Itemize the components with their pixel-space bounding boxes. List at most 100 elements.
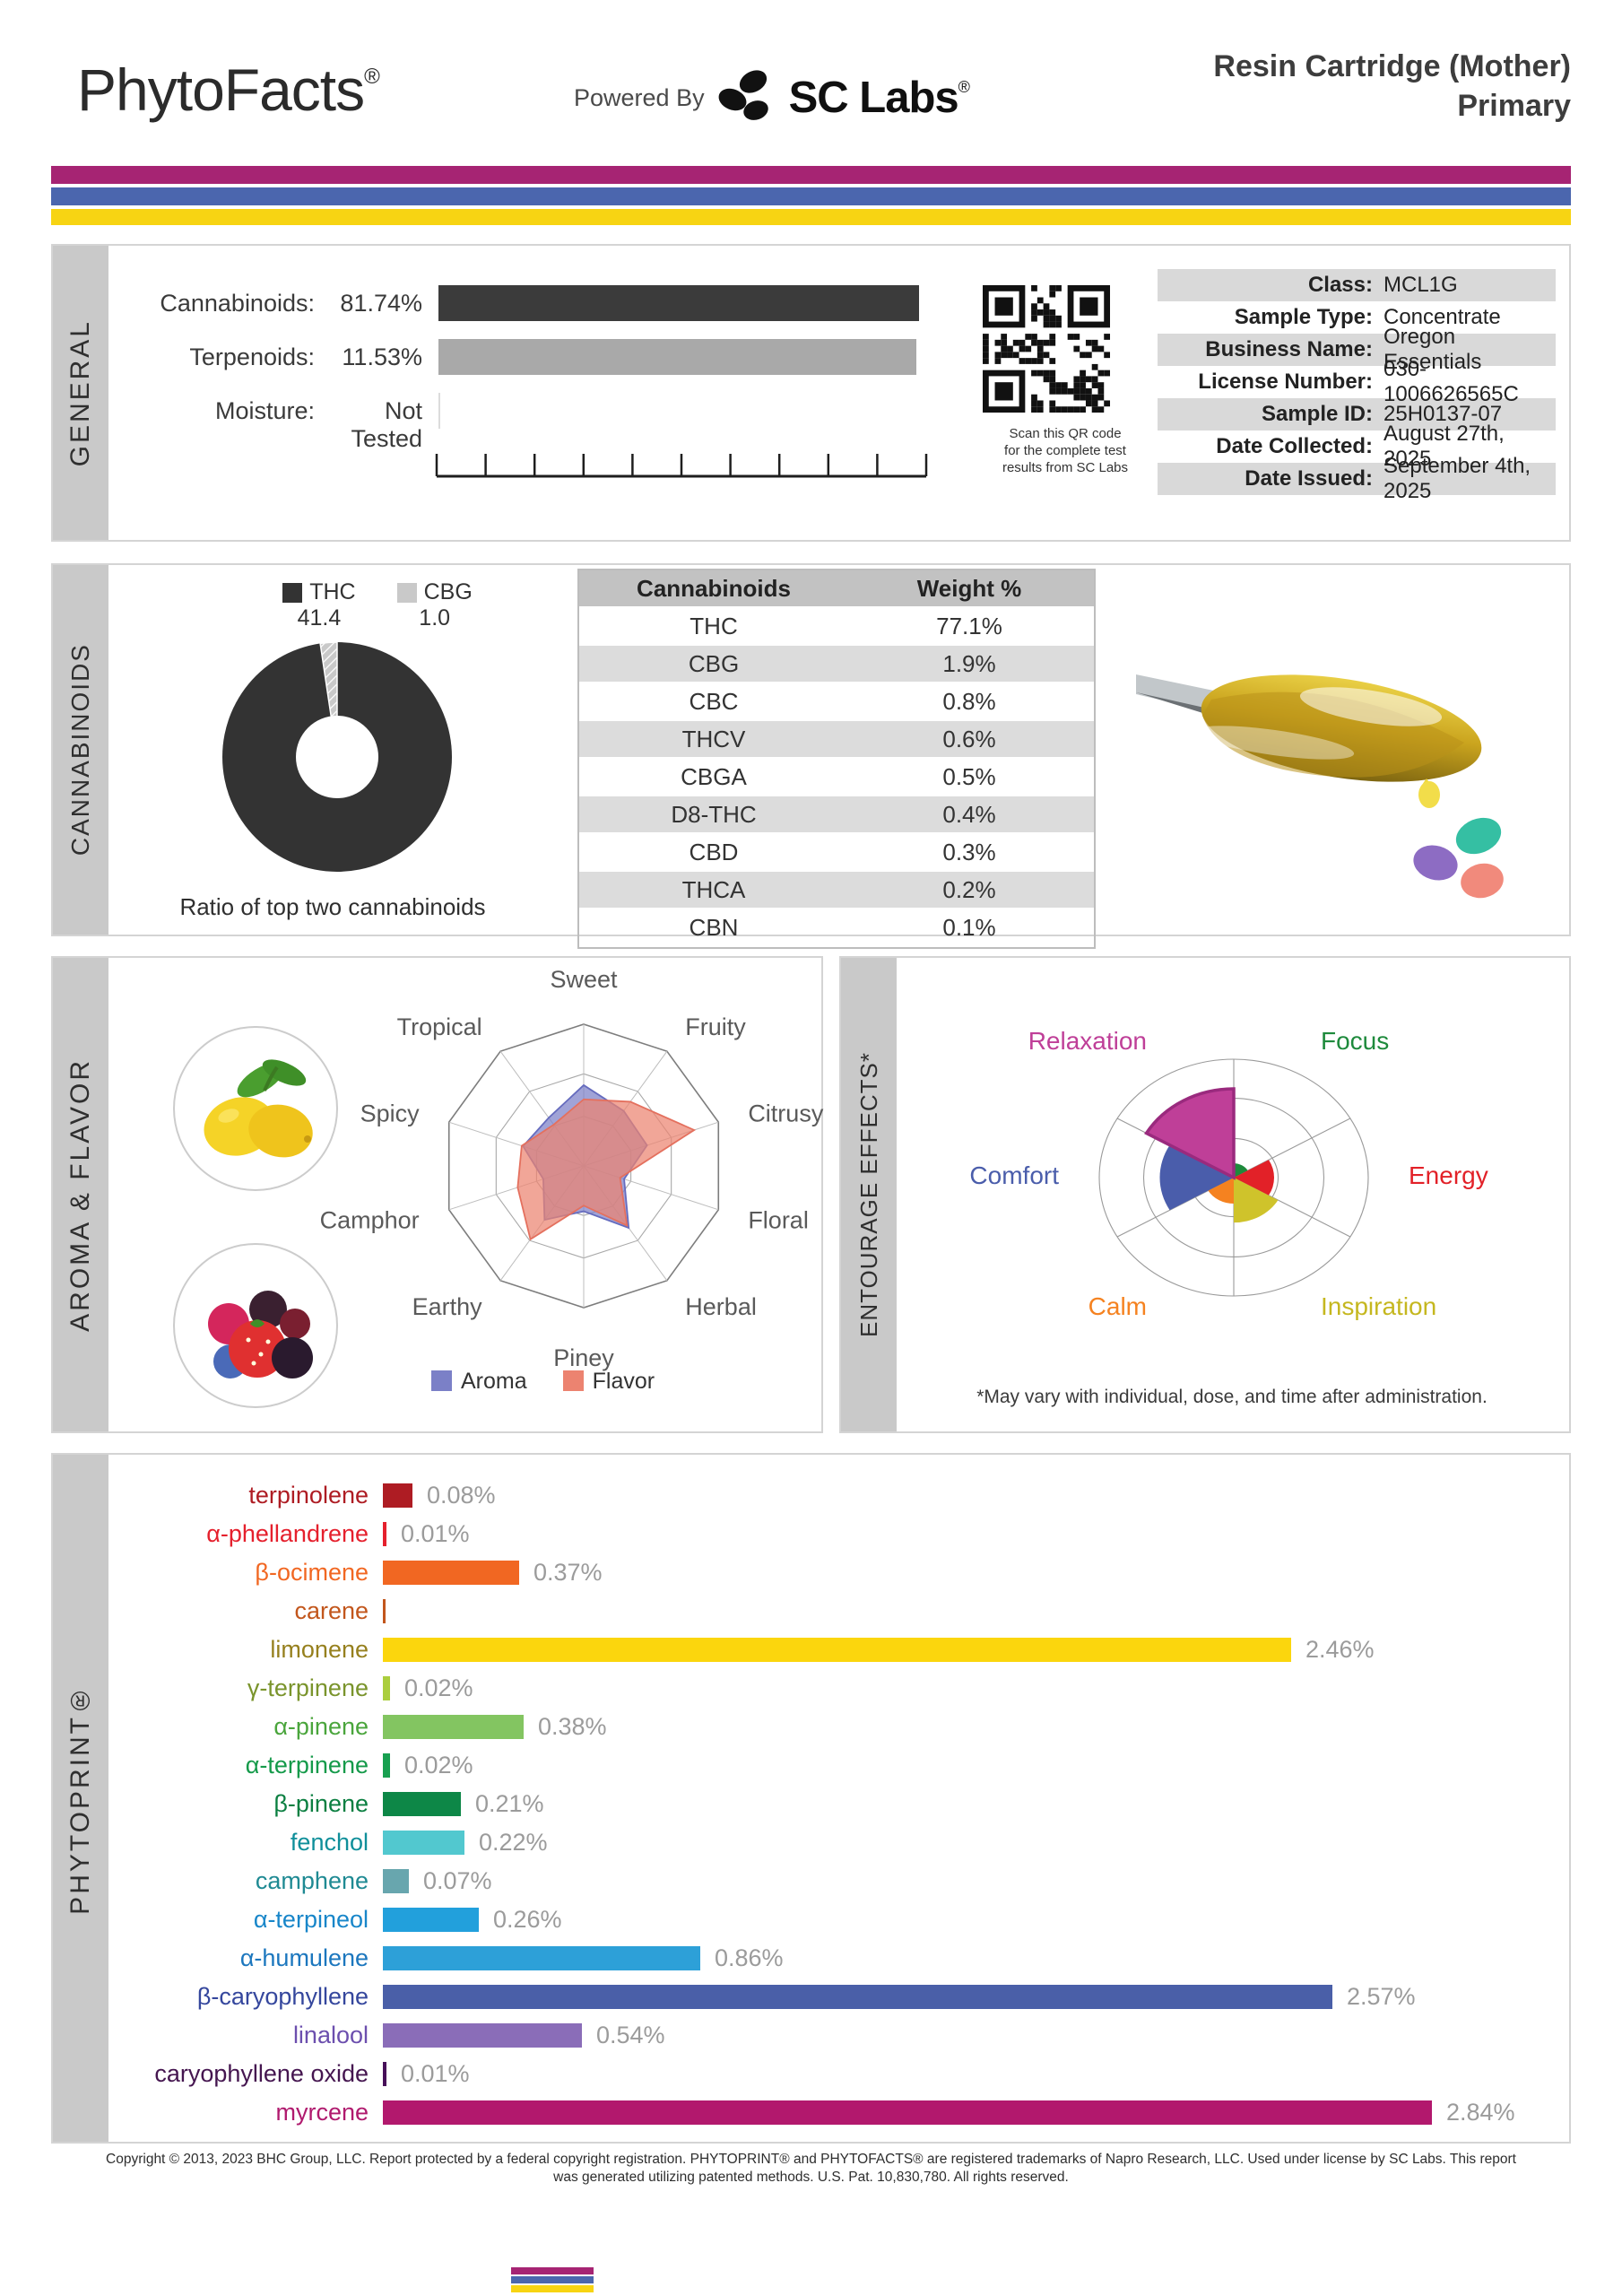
- cannabinoid-name: CBGA: [681, 762, 747, 790]
- donut-caption: Ratio of top two cannabinoids: [179, 893, 486, 920]
- brand-stripe: [51, 187, 1571, 205]
- terpene-label: linalool: [292, 2022, 369, 2048]
- radar-axis-label: Earthy: [412, 1293, 483, 1320]
- radar-axis-label: Fruity: [685, 1013, 746, 1040]
- lemon-image: [173, 1026, 338, 1191]
- cannabinoid-name: CBC: [689, 687, 739, 715]
- berries-image: [173, 1243, 338, 1408]
- terpene-label: caryophyllene oxide: [154, 2060, 369, 2087]
- cannabinoid-name: CBG: [688, 649, 740, 677]
- general-row: Moisture: Not Tested: [108, 393, 960, 452]
- terpene-row: β-ocimene 0.37%: [108, 1559, 1561, 1586]
- cannabinoid-row: THCA 0.2%: [579, 872, 1094, 909]
- terpene-row: terpinolene 0.08%: [108, 1482, 1561, 1509]
- footer-stripe: [511, 2276, 594, 2283]
- brand-text: PhytoFacts: [77, 57, 365, 123]
- donut-legend-value: 1.0: [419, 605, 451, 631]
- copyright-footer: Copyright © 2013, 2023 BHC Group, LLC. R…: [0, 2151, 1622, 2187]
- terpene-bar: [383, 1946, 700, 1970]
- terpene-row: linalool 0.54%: [108, 2022, 1561, 2048]
- terpene-row: camphene 0.07%: [108, 1867, 1561, 1894]
- general-section: GENERAL Cannabinoids: 81.74% Terpenoids: 11…: [51, 244, 1571, 542]
- aroma-flavor-section: AROMA & FLAVOR: [51, 956, 824, 1433]
- entourage-label: Inspiration: [1321, 1292, 1436, 1320]
- cannabinoids-table-header: Cannabinoids Weight %: [579, 570, 1094, 608]
- cannabinoid-name: CBD: [689, 838, 739, 865]
- cannabinoid-weight: 0.2%: [942, 875, 996, 903]
- radar-legend-name: Flavor: [592, 1369, 655, 1394]
- cannabinoid-row: THCV 0.6%: [579, 721, 1094, 759]
- info-row: Sample ID: 25H0137-07: [1158, 398, 1556, 430]
- terpene-bar: [383, 1676, 390, 1700]
- radar-axis-label: Sweet: [550, 966, 618, 993]
- cannabinoids-panel: THC 41.4 CBG 1.0 Ratio of top two cannabino…: [108, 565, 1569, 949]
- terpene-value: 2.84%: [1446, 2099, 1515, 2126]
- report-title: Resin Cartridge (Mother) Primary: [1213, 47, 1571, 126]
- terpene-bar: [383, 1908, 479, 1932]
- brand-color-stripes: [51, 166, 1571, 229]
- terpene-bar: [383, 1522, 386, 1546]
- product-photo: [1136, 674, 1504, 899]
- info-row-label: Date Collected:: [1216, 434, 1373, 458]
- info-row-label: License Number:: [1198, 370, 1373, 394]
- aroma-flavor-section-tab: AROMA & FLAVOR: [53, 958, 108, 1431]
- qr-caption-line: Scan this QR code: [1009, 426, 1122, 441]
- terpene-value: 0.54%: [596, 2022, 665, 2048]
- terpene-value: 0.38%: [538, 1713, 607, 1740]
- cannabinoid-weight: 77.1%: [936, 612, 1002, 639]
- cannabinoid-name: THCA: [681, 875, 746, 903]
- cannabinoids-section-tab: CANNABINOIDS: [53, 565, 108, 935]
- general-row: Cannabinoids: 81.74%: [108, 285, 960, 321]
- info-row-label: Class:: [1307, 273, 1373, 297]
- aroma-flavor-radar-chart: Sweet Fruity Citrusy Floral Herbal Piney Earth…: [320, 966, 824, 1371]
- terpene-value: 0.01%: [401, 1520, 470, 1547]
- entourage-label: Energy: [1409, 1161, 1488, 1189]
- info-row: Date Collected: August 27th, 2025: [1158, 422, 1556, 471]
- entourage-label: Calm: [1089, 1292, 1147, 1320]
- cannabinoid-row: D8-THC 0.4%: [579, 796, 1094, 834]
- sample-info-table: Class: MCL1G Sample Type: Concentrate Busine…: [1158, 269, 1556, 503]
- cannabinoid-ratio-donut: [222, 641, 452, 872]
- donut-legend-item: CBG 1.0: [396, 579, 473, 631]
- sc-labs-logo-icon: [718, 70, 768, 120]
- terpene-bar: [383, 1985, 1332, 2009]
- terpene-bar: [383, 1599, 386, 1623]
- terpene-value: 0.07%: [423, 1867, 492, 1894]
- terpene-row: β-caryophyllene 2.57%: [108, 1983, 1561, 2010]
- general-row-bar: [438, 339, 916, 375]
- terpene-label: α-terpineol: [253, 1906, 369, 1933]
- terpene-bar: [383, 1715, 524, 1739]
- info-row-label: Sample ID:: [1261, 402, 1373, 426]
- info-row: Date Issued: September 4th, 2025: [1158, 454, 1556, 503]
- footer-stripe: [511, 2267, 594, 2274]
- terpene-label: carene: [294, 1597, 369, 1624]
- general-panel: Cannabinoids: 81.74% Terpenoids: 11.53% Mois…: [108, 246, 1569, 540]
- general-row-value: Not Tested: [351, 397, 422, 452]
- cannabinoid-name: THC: [690, 612, 738, 639]
- terpene-label: α-terpinene: [245, 1752, 369, 1779]
- cannabinoid-weight: 0.1%: [942, 913, 996, 941]
- terpene-label: limonene: [270, 1636, 369, 1663]
- terpene-bar: [383, 1638, 1291, 1662]
- terpene-row: α-terpineol 0.26%: [108, 1906, 1561, 1933]
- general-section-label: GENERAL: [65, 318, 95, 467]
- info-row-label: Date Issued:: [1245, 466, 1373, 491]
- general-row: Terpenoids: 11.53%: [108, 339, 960, 375]
- info-row-label: Sample Type:: [1234, 305, 1373, 329]
- info-row-value: 25H0137-07: [1383, 402, 1503, 426]
- cannabinoid-name: CBN: [689, 913, 739, 941]
- terpene-bar: [383, 1792, 461, 1816]
- terpene-value: 2.46%: [1305, 1636, 1375, 1663]
- terpene-row: myrcene 2.84%: [108, 2099, 1561, 2126]
- radar-axis-label: Camphor: [320, 1207, 420, 1234]
- cannabinoid-name: D8-THC: [671, 800, 757, 828]
- info-row-value: September 4th, 2025: [1383, 454, 1531, 503]
- qr-caption-line: for the complete test: [1004, 443, 1126, 458]
- terpene-value: 0.86%: [715, 1944, 784, 1971]
- info-row-value: 030-1006626565C: [1383, 357, 1519, 406]
- terpene-bar: [383, 2100, 1432, 2125]
- cannabinoids-table: Cannabinoids Weight % THC 77.1% CBG 1.9% CBC 0.…: [577, 569, 1096, 949]
- cannabinoid-name: THCV: [681, 725, 746, 752]
- phytoprint-section-tab: PHYTOPRINT®: [53, 1455, 108, 2142]
- cannabinoid-row: THC 77.1%: [579, 608, 1094, 646]
